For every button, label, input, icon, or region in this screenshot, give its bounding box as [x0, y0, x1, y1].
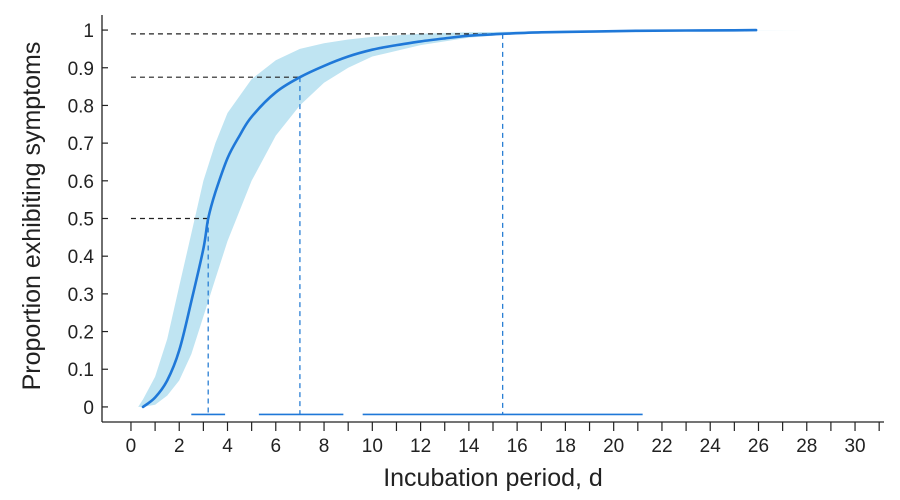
confidence-band-layer: [138, 30, 880, 407]
reference-lines-layer: [130, 33, 504, 415]
y-axis-ticks: 0 0.1 0.2 0.3 0.4 0.5 0.6 0.7 0.8 0.9 1: [68, 21, 108, 419]
x-tick-label: 10: [362, 436, 383, 457]
y-tick-label: 0.1: [68, 360, 94, 381]
x-tick-label: 8: [319, 436, 330, 457]
y-axis-title: Proportion exhibiting symptoms: [18, 42, 46, 391]
y-tick-label: 0.3: [68, 285, 94, 306]
x-tick-label: 14: [458, 436, 480, 457]
cumulative-curve: [141, 28, 758, 409]
x-tick-label: 24: [700, 436, 722, 457]
x-tick-label: 2: [174, 436, 185, 457]
x-tick-label: 26: [748, 436, 769, 457]
y-tick-label: 0.7: [68, 134, 94, 155]
y-tick-label: 1: [83, 21, 94, 42]
x-tick-label: 16: [507, 436, 528, 457]
y-tick-label: 0.2: [68, 323, 94, 344]
confidence-band: [138, 30, 880, 407]
x-tick-label: 0: [126, 436, 137, 457]
x-tick-label: 12: [410, 436, 431, 457]
y-tick-label: 0.8: [68, 96, 94, 117]
y-tick-label: 0.9: [68, 59, 94, 80]
y-tick-label: 0: [83, 398, 94, 419]
x-tick-label: 20: [603, 436, 624, 457]
cumulative-curve-layer: [141, 28, 758, 409]
x-axis-title: Incubation period, d: [383, 464, 603, 492]
x-tick-label: 18: [555, 436, 576, 457]
x-tick-label: 22: [651, 436, 672, 457]
x-tick-label: 6: [270, 436, 281, 457]
x-tick-label: 30: [844, 436, 865, 457]
y-tick-label: 0.4: [68, 247, 95, 268]
y-tick-label: 0.6: [68, 172, 94, 193]
x-axis-ticks: 0 2 4 6 8 10 12 14 16 18 20 22 24 26 28 30: [126, 422, 880, 457]
x-tick-label: 28: [796, 436, 817, 457]
y-tick-label: 0.5: [68, 210, 94, 231]
x-tick-label: 4: [222, 436, 233, 457]
